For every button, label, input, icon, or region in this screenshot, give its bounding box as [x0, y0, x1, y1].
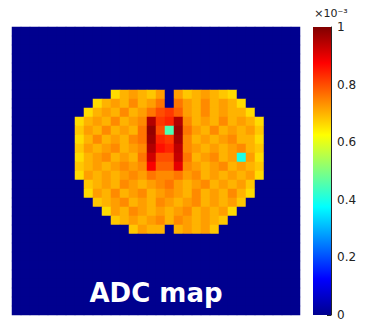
svg-text:0.6: 0.6: [337, 135, 356, 149]
svg-text:0.4: 0.4: [337, 193, 356, 207]
svg-text:0: 0: [337, 308, 345, 322]
svg-text:ADC map: ADC map: [89, 278, 222, 308]
svg-text:0.8: 0.8: [337, 78, 356, 92]
svg-text:×10⁻³: ×10⁻³: [314, 7, 347, 20]
svg-text:0.2: 0.2: [337, 250, 356, 264]
svg-text:1: 1: [337, 20, 345, 34]
